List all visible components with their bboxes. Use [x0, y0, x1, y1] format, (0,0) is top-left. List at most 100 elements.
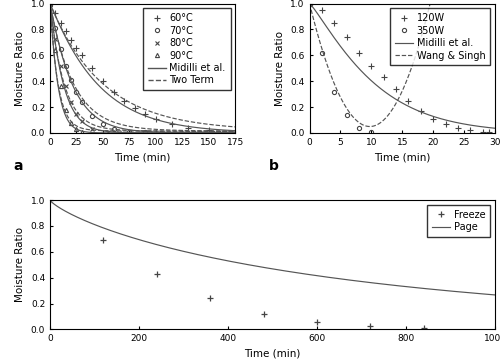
350W — [306, 1, 312, 6]
120W — [368, 63, 374, 68]
90°C — [79, 130, 85, 134]
Page — [264, 266, 270, 270]
Midilli et al. — [340, 47, 345, 51]
70°C — [90, 114, 96, 118]
70°C — [142, 130, 148, 134]
70°C — [63, 63, 69, 68]
120W — [480, 130, 486, 134]
60°C — [169, 122, 175, 126]
Midilli et al. — [416, 109, 422, 113]
120W — [306, 1, 312, 6]
Midilli et al. — [306, 1, 312, 6]
Freeze — [421, 326, 427, 330]
Line: Freeze: Freeze — [47, 197, 427, 331]
Wang & Singh — [416, 42, 422, 46]
350W — [356, 126, 362, 130]
350W — [344, 113, 349, 117]
70°C — [58, 47, 64, 51]
Midilli et al. — [430, 114, 436, 119]
Freeze — [47, 198, 53, 202]
90°C — [52, 48, 59, 52]
120W — [418, 109, 424, 113]
120W — [319, 8, 325, 12]
120W — [455, 126, 461, 130]
60°C — [206, 128, 212, 132]
Legend: 60°C, 70°C, 80°C, 90°C, Midilli et al., Two Term: 60°C, 70°C, 80°C, 90°C, Midilli et al., … — [143, 8, 231, 90]
Wang & Singh — [354, 119, 360, 123]
Freeze — [207, 296, 213, 300]
80°C — [90, 127, 96, 131]
350W — [368, 130, 374, 134]
70°C — [110, 127, 116, 131]
60°C — [121, 98, 127, 103]
60°C — [74, 45, 80, 50]
80°C — [47, 1, 53, 6]
Line: Wang & Singh: Wang & Singh — [310, 0, 495, 127]
Page — [479, 292, 485, 296]
80°C — [106, 130, 112, 134]
60°C — [90, 66, 96, 71]
80°C — [74, 111, 80, 116]
Freeze — [260, 312, 266, 316]
120W — [393, 87, 399, 91]
Page — [252, 264, 258, 268]
Line: 90°C: 90°C — [48, 1, 84, 134]
70°C — [126, 130, 132, 134]
90°C — [47, 1, 53, 6]
70°C — [47, 1, 53, 6]
Y-axis label: Moisture Ratio: Moisture Ratio — [15, 227, 25, 302]
60°C — [232, 130, 238, 134]
60°C — [52, 10, 59, 15]
Page — [479, 292, 485, 296]
Text: a: a — [13, 159, 22, 173]
120W — [406, 98, 411, 103]
60°C — [184, 126, 190, 130]
60°C — [79, 53, 85, 58]
80°C — [63, 84, 69, 89]
Wang & Singh — [306, 1, 312, 6]
80°C — [116, 131, 122, 135]
60°C — [47, 1, 53, 6]
80°C — [68, 100, 74, 104]
Line: 350W: 350W — [308, 1, 374, 134]
120W — [344, 35, 349, 39]
120W — [332, 21, 338, 25]
Page — [70, 213, 75, 217]
60°C — [68, 38, 74, 42]
Legend: Freeze, Page: Freeze, Page — [428, 205, 490, 237]
60°C — [153, 117, 159, 121]
70°C — [68, 78, 74, 82]
Midilli et al. — [390, 96, 396, 100]
60°C — [100, 79, 106, 83]
Text: b: b — [269, 159, 278, 173]
60°C — [110, 89, 116, 94]
70°C — [74, 89, 80, 94]
Freeze — [314, 320, 320, 324]
120W — [430, 117, 436, 121]
Page — [47, 198, 53, 202]
70°C — [52, 26, 59, 30]
Freeze — [368, 323, 374, 328]
Line: Page: Page — [50, 200, 495, 295]
Line: 120W: 120W — [306, 0, 492, 135]
90°C — [58, 84, 64, 89]
70°C — [158, 131, 164, 135]
120W — [468, 128, 473, 132]
60°C — [63, 29, 69, 33]
120W — [442, 122, 448, 126]
Line: 70°C: 70°C — [48, 1, 164, 135]
80°C — [52, 36, 59, 41]
60°C — [58, 21, 64, 25]
Y-axis label: Moisture Ratio: Moisture Ratio — [15, 31, 25, 106]
90°C — [74, 127, 80, 131]
Freeze — [100, 238, 106, 243]
350W — [319, 51, 325, 55]
60°C — [132, 106, 138, 110]
Page — [398, 284, 404, 288]
Wang & Singh — [391, 105, 397, 109]
X-axis label: Time (min): Time (min) — [114, 152, 171, 162]
Legend: 120W, 350W, Midilli et al., Wang & Singh: 120W, 350W, Midilli et al., Wang & Singh — [390, 8, 490, 66]
90°C — [63, 108, 69, 112]
X-axis label: Time (min): Time (min) — [374, 152, 430, 162]
120W — [381, 75, 387, 80]
